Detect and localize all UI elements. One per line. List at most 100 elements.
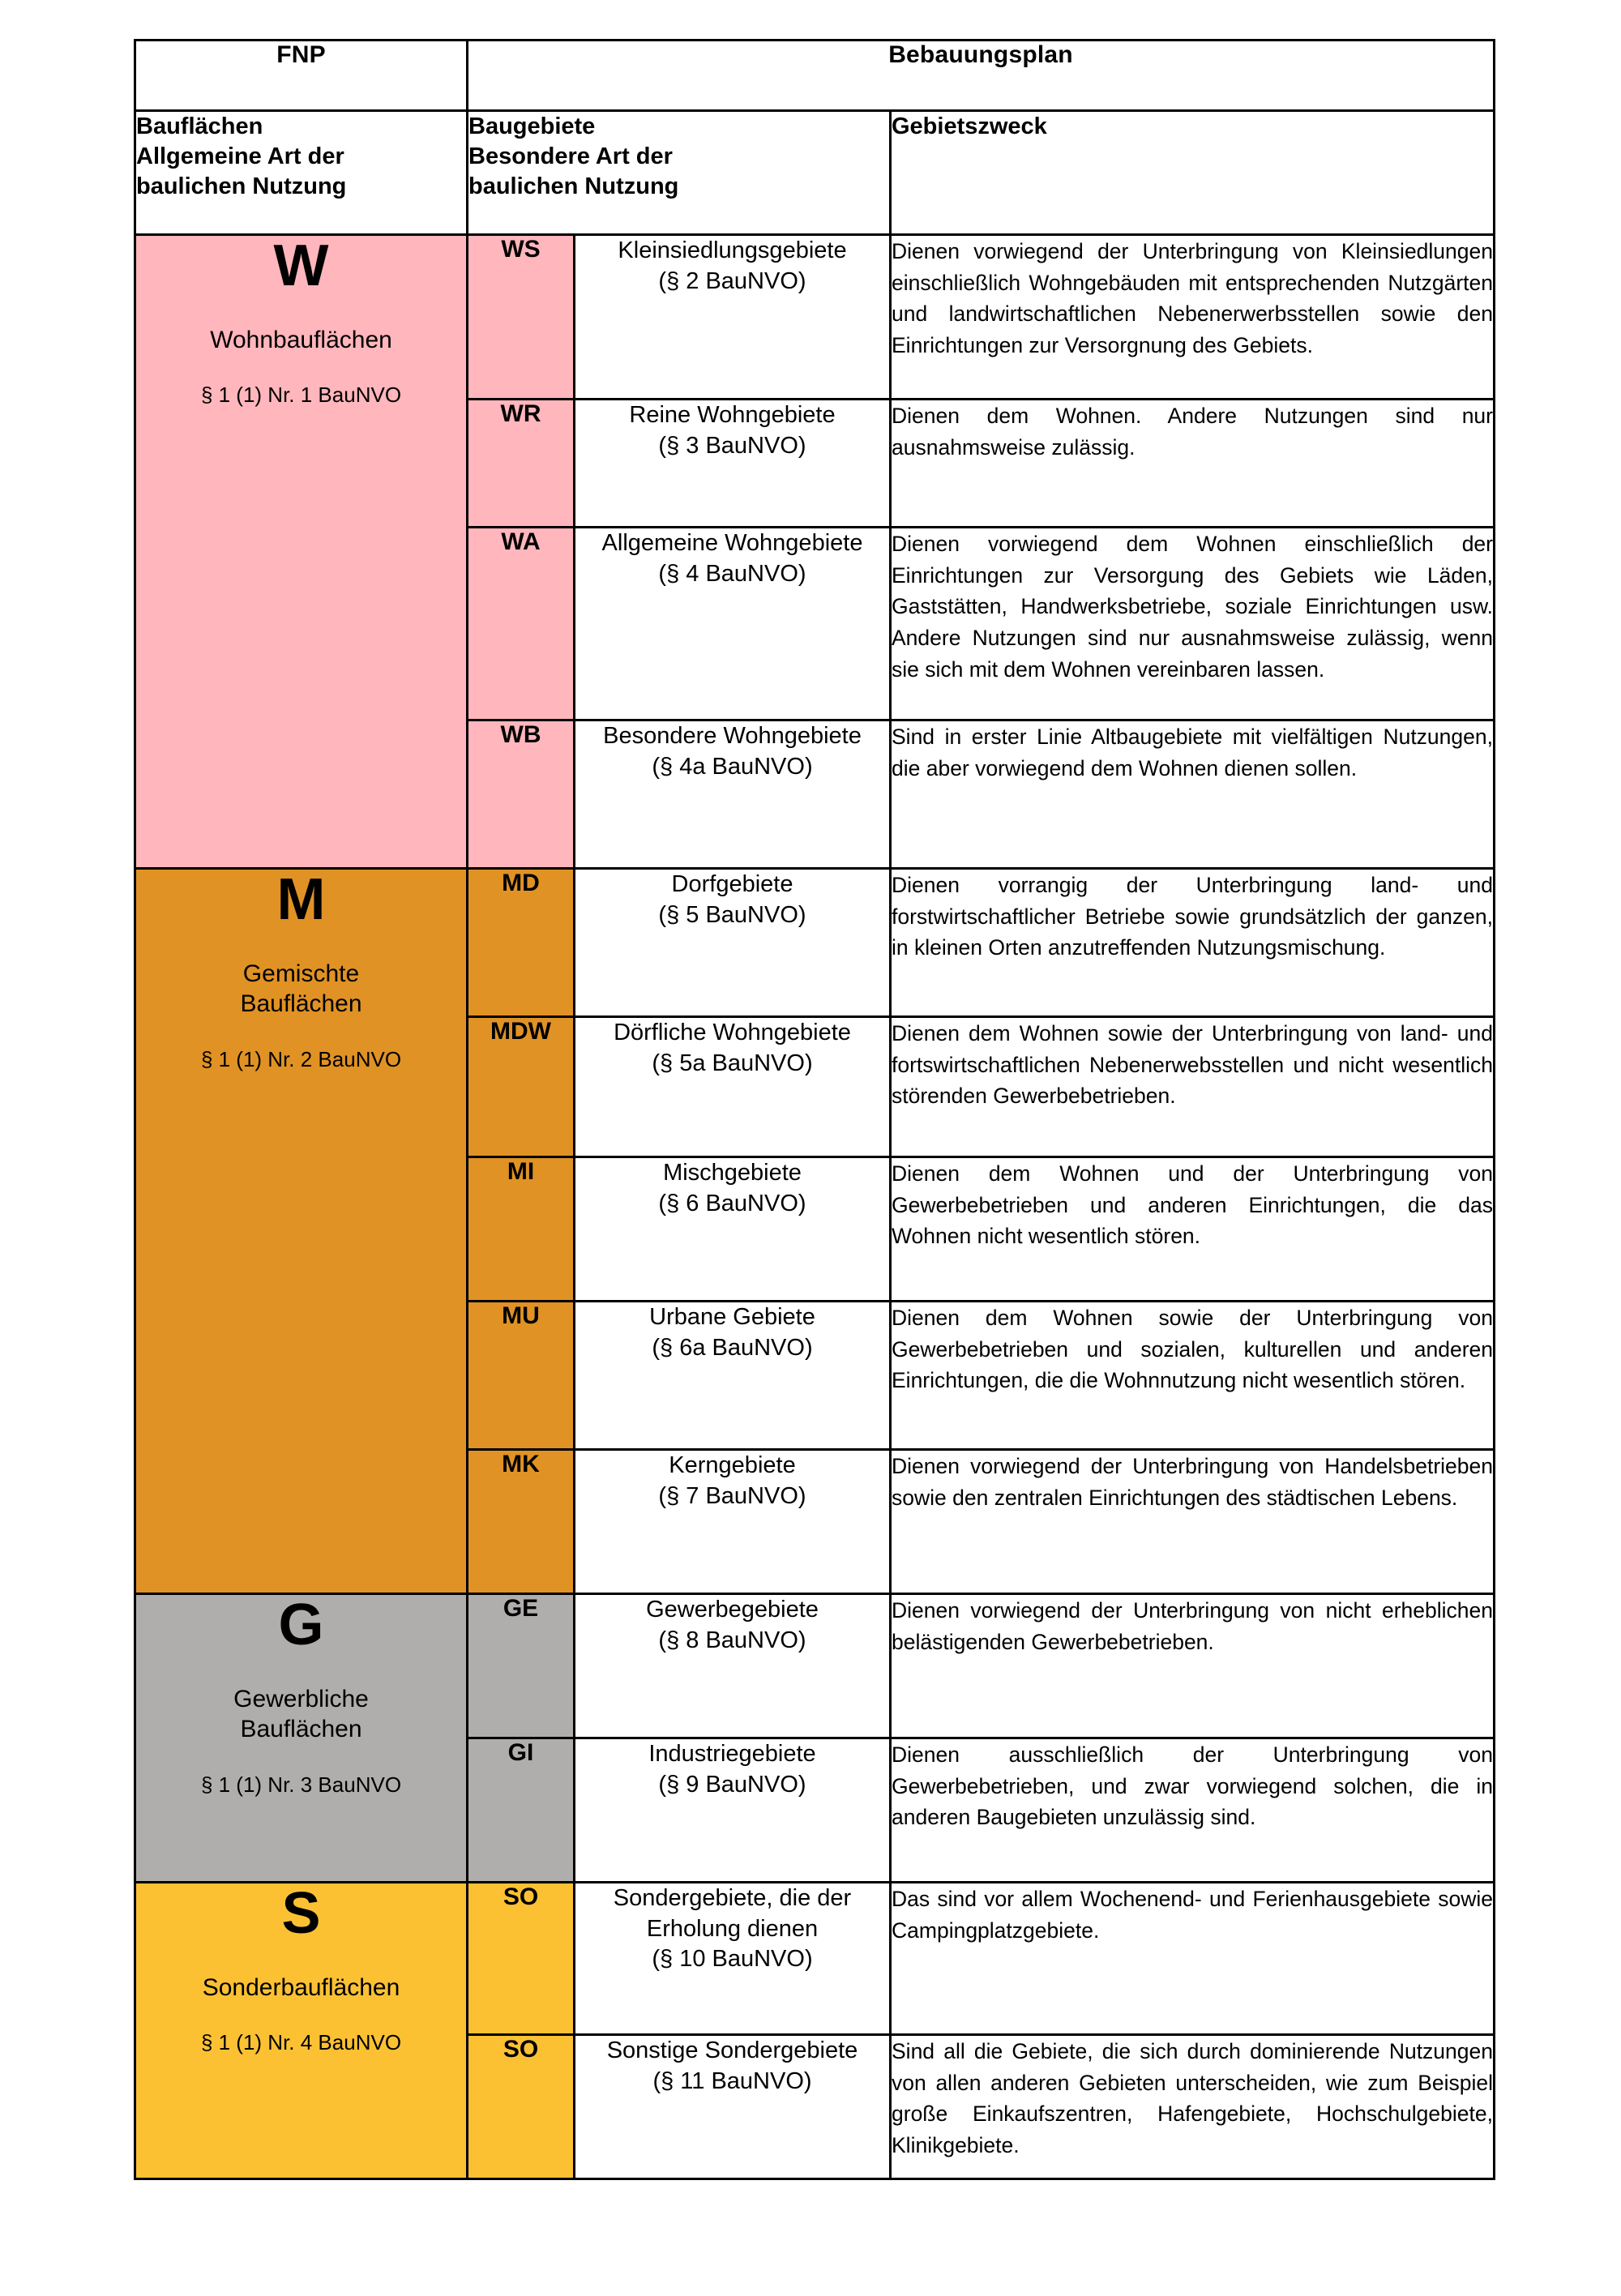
category-cell-s: S Sonderbauflächen § 1 (1) Nr. 4 BauNVO [134, 1881, 468, 2180]
table-row: S Sonderbauflächen § 1 (1) Nr. 4 BauNVO … [134, 1881, 1495, 2180]
baugebiet-name-ge-line1: Gewerbegebiete [646, 1597, 819, 1623]
category-name-g-line1: Gewerbliche [233, 1685, 369, 1712]
baugebiet-name-wr: Reine Wohngebiete (§ 3 BauNVO) [573, 398, 892, 528]
header-bauflaechen: Bauflächen Allgemeine Art der baulichen … [134, 109, 468, 236]
purpose-ws: Dienen vorwiegend der Unterbringung von … [889, 233, 1495, 400]
baugebiet-name-mk: Kerngebiete (§ 7 BauNVO) [573, 1448, 892, 1595]
category-letter-m: M [276, 867, 326, 932]
baugebiet-name-wr-line1: Reine Wohngebiete [629, 402, 836, 428]
header-baugebiete-line1: Baugebiete [468, 113, 596, 139]
table-row: MDW Dörfliche Wohngebiete (§ 5a BauNVO) … [135, 1015, 1495, 1158]
header-bauflaechen-line1: Bauflächen [136, 113, 263, 139]
abbr-md: MD [466, 867, 575, 1018]
category-letter-g: G [278, 1593, 324, 1657]
category-name-s: Sonderbauflächen [202, 1973, 400, 2001]
table-row: MU Urbane Gebiete (§ 6a BauNVO) Dienen d… [135, 1300, 1495, 1451]
baugebiet-name-gi-line1: Industriegebiete [648, 1741, 816, 1767]
purpose-wr: Dienen dem Wohnen. Andere Nutzungen sind… [889, 398, 1495, 528]
baugebiet-name-wa: Allgemeine Wohngebiete (§ 4 BauNVO) [573, 526, 892, 721]
purpose-md: Dienen vorrangig der Unterbringung land-… [889, 867, 1495, 1018]
baugebiet-name-mi-line1: Mischgebiete [663, 1160, 802, 1186]
baugebiet-name-ws: Kleinsiedlungsgebiete (§ 2 BauNVO) [573, 233, 892, 400]
purpose-mu: Dienen dem Wohnen sowie der Unterbringun… [889, 1300, 1495, 1451]
category-name-g-line2: Bauflächen [240, 1716, 362, 1743]
category-ref-s: § 1 (1) Nr. 4 BauNVO [200, 2030, 402, 2055]
baugebiet-name-so-erholung: Sondergebiete, die der Erholung dienen (… [573, 1881, 892, 2036]
purpose-wa: Dienen vorwiegend dem Wohnen einschließl… [889, 526, 1495, 721]
table-row: SO Sonstige Sondergebiete (§ 11 BauNVO) … [135, 2033, 1495, 2180]
baugebiet-name-mdw-line2: (§ 5a BauNVO) [652, 1050, 813, 1076]
baugebiet-name-gi-line2: (§ 9 BauNVO) [658, 1771, 806, 1798]
table-row: WB Besondere Wohngebiete (§ 4a BauNVO) S… [135, 719, 1495, 870]
baugebiet-name-mu-line1: Urbane Gebiete [649, 1304, 815, 1330]
baugebiet-name-wb-line1: Besondere Wohngebiete [603, 723, 862, 749]
header-gebietszweck: Gebietszweck [889, 109, 1495, 236]
category-ref-g: § 1 (1) Nr. 3 BauNVO [200, 1772, 402, 1798]
baugebiet-name-so-sonstige: Sonstige Sondergebiete (§ 11 BauNVO) [573, 2033, 892, 2180]
baugebiet-name-so-sonstige-line1: Sonstige Sondergebiete [606, 2037, 858, 2063]
baugebiet-name-gi: Industriegebiete (§ 9 BauNVO) [573, 1737, 892, 1883]
abbr-wb: WB [466, 719, 575, 870]
baugebiet-name-so-sonstige-line2: (§ 11 BauNVO) [652, 2067, 812, 2094]
table-row: WR Reine Wohngebiete (§ 3 BauNVO) Dienen… [135, 398, 1495, 528]
category-ref-w: § 1 (1) Nr. 1 BauNVO [200, 383, 402, 408]
abbr-wa: WA [466, 526, 575, 721]
abbr-so-erholung: SO [466, 1881, 575, 2036]
category-name-w: Wohnbauflächen [210, 326, 392, 353]
category-cell-g: G Gewerbliche Bauflächen § 1 (1) Nr. 3 B… [134, 1593, 468, 1883]
table-header-sub-row: Bauflächen Allgemeine Art der baulichen … [134, 109, 1495, 236]
header-gebietszweck-label: Gebietszweck [892, 113, 1047, 139]
baunvo-classification-table: FNP Bebauungsplan Bauflächen Allgemeine … [134, 39, 1495, 2180]
header-bauflaechen-line2: Allgemeine Art der [136, 143, 344, 170]
table-row: MK Kerngebiete (§ 7 BauNVO) Dienen vorwi… [135, 1448, 1495, 1595]
baugebiet-name-ge-line2: (§ 8 BauNVO) [658, 1627, 806, 1653]
baugebiet-name-so-erholung-line3: (§ 10 BauNVO) [652, 1946, 813, 1973]
category-name-m-line1: Gemischte [242, 960, 360, 987]
category-ref-m: § 1 (1) Nr. 2 BauNVO [200, 1047, 402, 1072]
abbr-ws: WS [466, 233, 575, 400]
baugebiet-name-mu: Urbane Gebiete (§ 6a BauNVO) [573, 1300, 892, 1451]
baugebiet-name-wr-line2: (§ 3 BauNVO) [658, 432, 806, 459]
table-row: W Wohnbauflächen § 1 (1) Nr. 1 BauNVO WS… [134, 233, 1495, 870]
baugebiet-name-mu-line2: (§ 6a BauNVO) [652, 1334, 813, 1361]
header-baugebiete-line3: baulichen Nutzung [468, 173, 679, 200]
baugebiet-name-ws-line1: Kleinsiedlungsgebiete [618, 237, 847, 263]
abbr-wr: WR [466, 398, 575, 528]
baugebiet-name-md-line1: Dorfgebiete [671, 871, 793, 897]
baugebiet-name-ws-line2: (§ 2 BauNVO) [658, 267, 806, 294]
baugebiet-name-wa-line2: (§ 4 BauNVO) [658, 560, 806, 587]
abbr-mi: MI [466, 1156, 575, 1302]
table-row: MI Mischgebiete (§ 6 BauNVO) Dienen dem … [135, 1156, 1495, 1302]
category-cell-w: W Wohnbauflächen § 1 (1) Nr. 1 BauNVO [134, 233, 468, 870]
header-bauflaechen-line3: baulichen Nutzung [136, 173, 347, 200]
purpose-mi: Dienen dem Wohnen und der Unterbringung … [889, 1156, 1495, 1302]
abbr-mdw: MDW [466, 1015, 575, 1158]
baugebiet-name-so-erholung-line1: Sondergebiete, die der [613, 1885, 852, 1911]
category-name-m: Gemischte Bauflächen [136, 959, 466, 1020]
purpose-mk: Dienen vorwiegend der Unterbringung von … [889, 1448, 1495, 1595]
purpose-ge: Dienen vorwiegend der Unterbringung von … [889, 1593, 1495, 1739]
baugebiet-name-so-erholung-line2: Erholung dienen [646, 1915, 819, 1942]
header-fnp: FNP [134, 39, 468, 112]
baugebiet-name-wb-line2: (§ 4a BauNVO) [652, 753, 813, 780]
baugebiet-name-ge: Gewerbegebiete (§ 8 BauNVO) [573, 1593, 892, 1739]
baugebiet-name-mi-line2: (§ 6 BauNVO) [658, 1190, 806, 1216]
baugebiet-name-mdw: Dörfliche Wohngebiete (§ 5a BauNVO) [573, 1015, 892, 1158]
table-row: GI Industriegebiete (§ 9 BauNVO) Dienen … [135, 1737, 1495, 1883]
abbr-mk: MK [466, 1448, 575, 1595]
header-baugebiete: Baugebiete Besondere Art der baulichen N… [466, 109, 892, 236]
baugebiet-name-mk-line2: (§ 7 BauNVO) [658, 1482, 806, 1509]
table-row: WA Allgemeine Wohngebiete (§ 4 BauNVO) D… [135, 526, 1495, 721]
category-letter-w: W [273, 233, 329, 298]
category-cell-m: M Gemischte Bauflächen § 1 (1) Nr. 2 Bau… [134, 867, 468, 1595]
baugebiet-name-md-line2: (§ 5 BauNVO) [658, 901, 806, 928]
purpose-so-sonstige: Sind all die Gebiete, die sich durch dom… [889, 2033, 1495, 2180]
purpose-wb: Sind in erster Linie Altbaugebiete mit v… [889, 719, 1495, 870]
purpose-mdw: Dienen dem Wohnen sowie der Unterbringun… [889, 1015, 1495, 1158]
category-name-g: Gewerbliche Bauflächen [136, 1684, 466, 1746]
baugebiet-name-wb: Besondere Wohngebiete (§ 4a BauNVO) [573, 719, 892, 870]
category-letter-s: S [281, 1881, 321, 1946]
abbr-ge: GE [466, 1593, 575, 1739]
purpose-gi: Dienen ausschließlich der Unterbringung … [889, 1737, 1495, 1883]
table-header-top-row: FNP Bebauungsplan [134, 39, 1495, 112]
